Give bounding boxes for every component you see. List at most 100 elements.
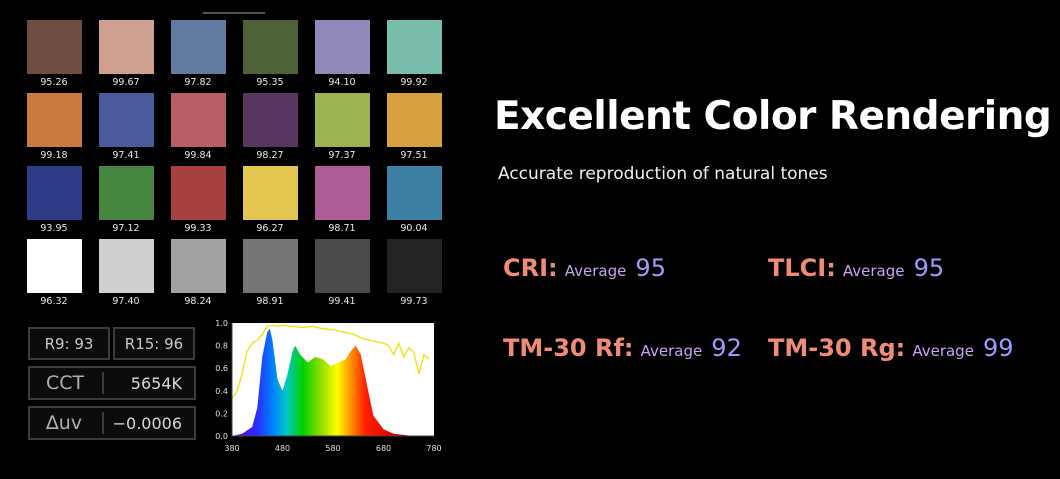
color-swatch: [98, 20, 154, 74]
swatch-value: 98.24: [184, 296, 212, 307]
x-tick-label: 780: [426, 444, 441, 453]
swatch-cell: 99.92: [384, 20, 444, 88]
swatch-cell: 99.33: [168, 166, 228, 234]
tm30-rg-metric: TM-30 Rg: Average 99: [768, 334, 1014, 362]
y-tick-label: 0.0: [215, 432, 228, 441]
color-swatch: [314, 239, 370, 293]
color-swatch: [386, 93, 442, 147]
swatch-cell: 99.18: [24, 93, 84, 161]
swatch-value: 99.18: [40, 150, 68, 161]
swatch-value: 98.91: [256, 296, 284, 307]
tm30-rg-average-label: Average: [912, 342, 974, 360]
swatch-value: 97.41: [112, 150, 140, 161]
swatch-value: 90.04: [400, 223, 428, 234]
x-tick-label: 480: [275, 444, 290, 453]
swatch-value: 98.27: [256, 150, 284, 161]
color-swatch: [386, 166, 442, 220]
swatch-cell: 99.67: [96, 20, 156, 88]
color-swatch: [386, 20, 442, 74]
swatch-cell: 97.37: [312, 93, 372, 161]
x-tick-label: 580: [325, 444, 340, 453]
swatch-value: 93.95: [40, 223, 68, 234]
page-title: Excellent Color Rendering: [494, 94, 1052, 139]
swatch-value: 97.40: [112, 296, 140, 307]
top-divider: [203, 12, 265, 14]
color-swatch: [26, 93, 82, 147]
swatch-cell: 98.24: [168, 239, 228, 307]
tm30-rf-value: 92: [711, 334, 742, 362]
cri-value: 95: [635, 254, 666, 282]
swatch-value: 94.10: [328, 77, 356, 88]
r9-readout: R9: 93: [28, 327, 110, 360]
color-swatch: [26, 239, 82, 293]
color-swatch: [242, 20, 298, 74]
tlci-metric: TLCI: Average 95: [768, 254, 944, 282]
x-tick-label: 380: [224, 444, 239, 453]
swatch-value: 99.33: [184, 223, 212, 234]
tm30-rf-metric: TM-30 Rf: Average 92: [503, 334, 742, 362]
color-swatch: [386, 239, 442, 293]
swatch-value: 96.32: [40, 296, 68, 307]
swatch-cell: 90.04: [384, 166, 444, 234]
color-swatch: [242, 239, 298, 293]
color-swatch: [314, 166, 370, 220]
swatch-cell: 99.73: [384, 239, 444, 307]
swatch-value: 99.73: [400, 296, 428, 307]
swatch-cell: 98.71: [312, 166, 372, 234]
tm30-rf-average-label: Average: [640, 342, 703, 360]
swatch-value: 99.41: [328, 296, 356, 307]
tlci-average-label: Average: [842, 262, 905, 280]
swatch-cell: 94.10: [312, 20, 372, 88]
swatch-value: 99.67: [112, 77, 140, 88]
color-swatch: [98, 166, 154, 220]
tm30-rf-label: TM-30 Rf:: [503, 334, 634, 362]
cct-readout: CCT 5654K: [28, 366, 196, 400]
swatch-value: 96.27: [256, 223, 284, 234]
cct-divider: [102, 372, 104, 394]
swatch-cell: 97.51: [384, 93, 444, 161]
tm30-rg-value: 99: [983, 334, 1014, 362]
swatch-cell: 97.82: [168, 20, 228, 88]
page-subtitle: Accurate reproduction of natural tones: [498, 164, 828, 184]
color-swatch: [170, 93, 226, 147]
swatch-cell: 96.27: [240, 166, 300, 234]
swatch-value: 95.35: [256, 77, 284, 88]
y-tick-label: 1.0: [215, 319, 228, 328]
cri-average-label: Average: [564, 262, 627, 280]
duv-label: ∆uv: [46, 412, 82, 434]
color-swatch: [98, 93, 154, 147]
duv-readout: ∆uv −0.0006: [28, 406, 196, 440]
swatch-cell: 97.12: [96, 166, 156, 234]
color-swatch: [314, 20, 370, 74]
color-swatch: [170, 20, 226, 74]
tlci-value: 95: [913, 254, 945, 282]
color-swatch: [242, 93, 298, 147]
duv-value: −0.0006: [112, 413, 182, 433]
color-swatch: [170, 166, 226, 220]
swatch-cell: 99.84: [168, 93, 228, 161]
swatch-cell: 95.35: [240, 20, 300, 88]
swatch-value: 97.82: [184, 77, 212, 88]
cri-label: CRI:: [503, 254, 558, 282]
spectrum-chart: 1.0 0.8 0.6 0.4 0.2 0.0 380 480 580 680 780: [215, 319, 441, 453]
y-tick-label: 0.6: [215, 364, 228, 373]
cri-metric: CRI: Average 95: [503, 254, 666, 282]
color-checker-grid: 95.26 99.67 97.82 95.35 94.10 99.92 99.18 97.41…: [24, 20, 444, 310]
swatch-cell: 97.41: [96, 93, 156, 161]
r15-readout: R15: 96: [113, 327, 195, 360]
y-tick-label: 0.4: [215, 387, 228, 396]
swatch-value: 97.12: [112, 223, 140, 234]
duv-divider: [102, 412, 104, 434]
tlci-label: TLCI:: [768, 254, 836, 282]
swatch-value: 95.26: [40, 77, 68, 88]
color-swatch: [26, 20, 82, 74]
swatch-value: 98.71: [328, 223, 356, 234]
spd-area: [232, 328, 434, 436]
y-tick-label: 0.2: [215, 409, 228, 418]
color-swatch: [242, 166, 298, 220]
x-tick-label: 680: [376, 444, 391, 453]
reference-line: [231, 324, 430, 400]
color-swatch: [26, 166, 82, 220]
swatch-cell: 93.95: [24, 166, 84, 234]
swatch-cell: 96.32: [24, 239, 84, 307]
